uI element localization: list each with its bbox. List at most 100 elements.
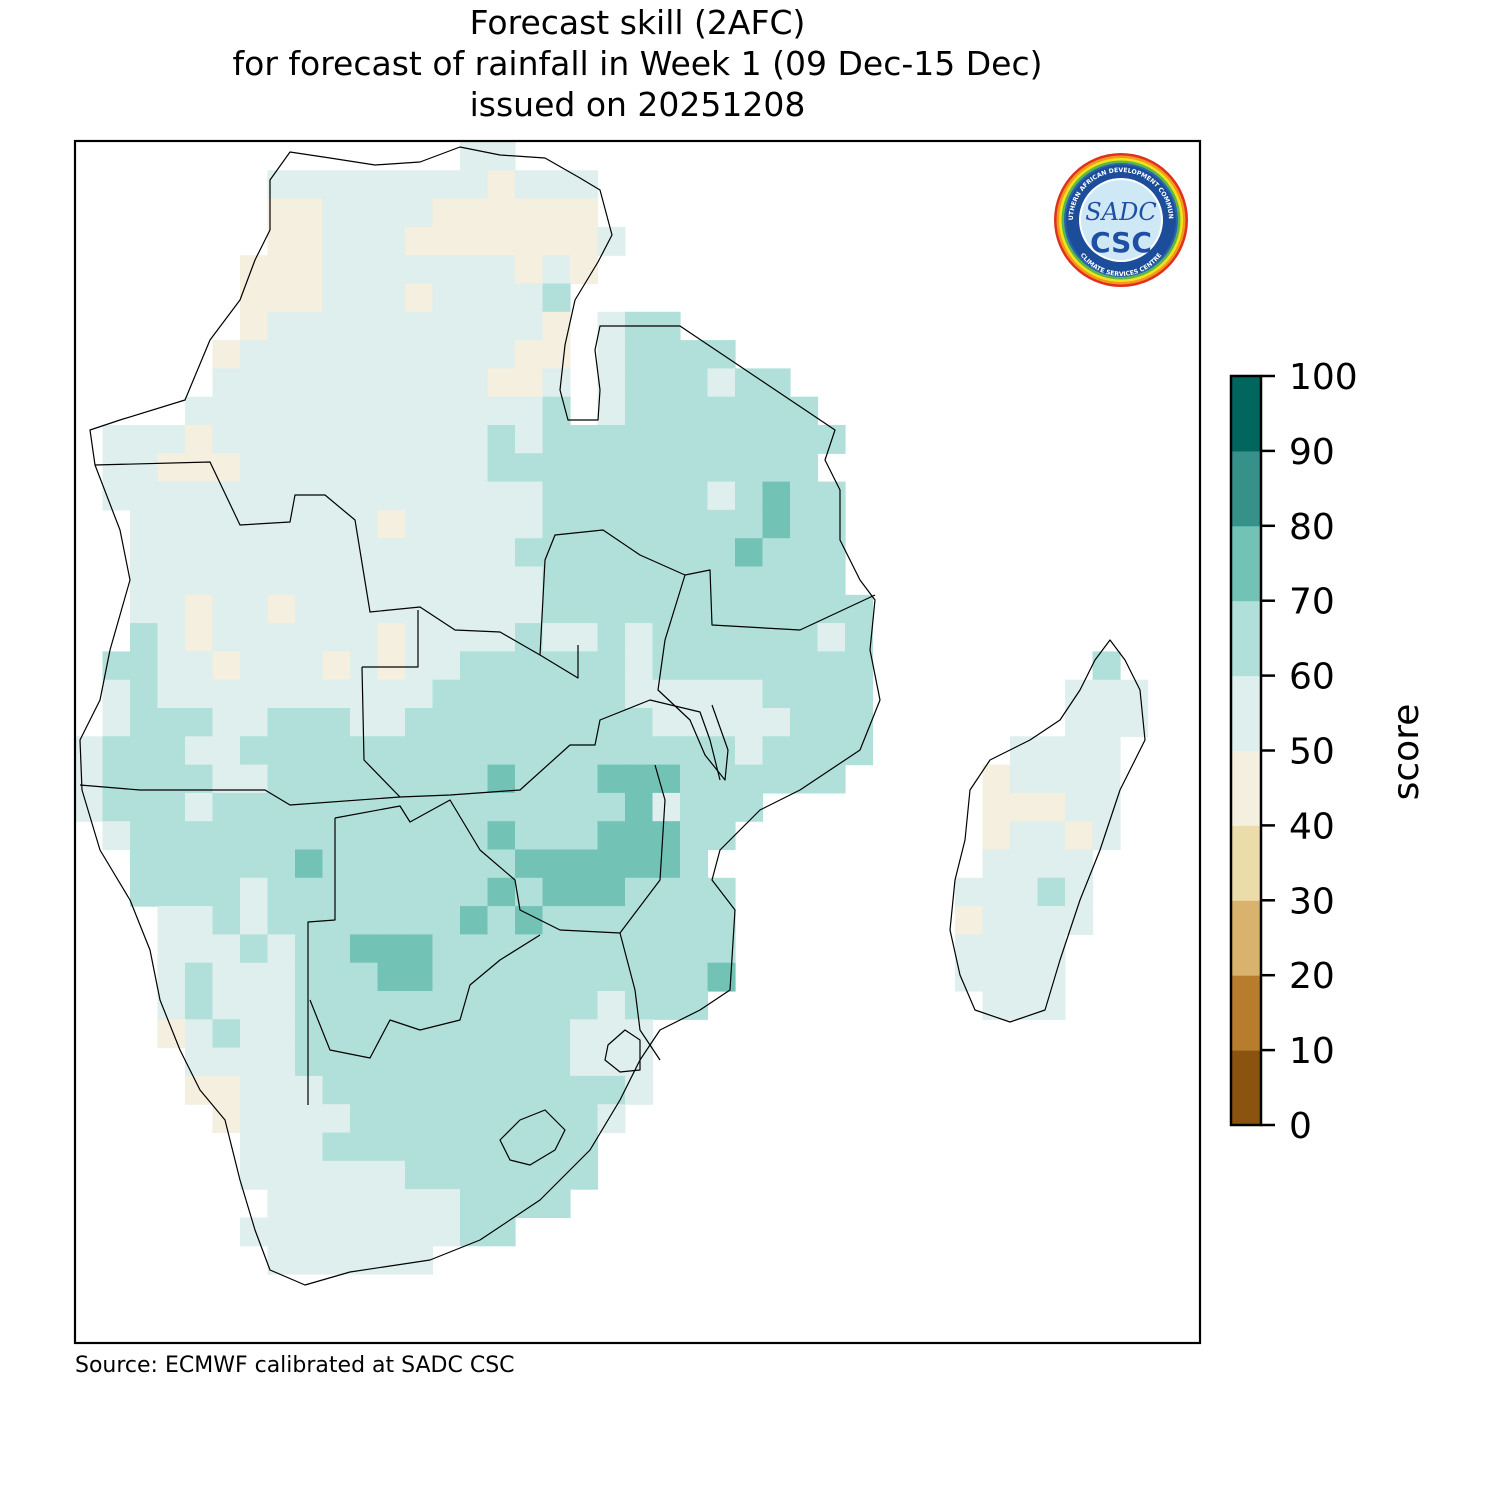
grid-cell — [735, 708, 764, 737]
grid-cell — [652, 651, 681, 681]
grid-cell — [1065, 679, 1094, 709]
grid-cell — [240, 1104, 269, 1134]
grid-cell — [542, 311, 571, 341]
grid-cell — [295, 170, 324, 200]
grid-cell — [157, 736, 186, 766]
grid-cell — [350, 1217, 379, 1247]
grid-cell — [295, 255, 324, 285]
grid-cell — [652, 736, 681, 766]
grid-cell — [570, 198, 599, 228]
grid-cell — [212, 623, 241, 652]
grid-cell — [460, 1075, 489, 1105]
grid-cell — [377, 877, 406, 907]
grid-cell — [460, 1189, 489, 1218]
grid-cell — [625, 396, 654, 426]
grid-cell — [707, 368, 736, 398]
grid-cell — [597, 340, 626, 369]
grid-cell — [267, 962, 296, 992]
grid-cell — [652, 906, 681, 935]
grid-cell — [542, 623, 571, 652]
grid-cell — [707, 679, 736, 709]
grid-cell — [1092, 736, 1121, 766]
grid-cell — [1065, 821, 1094, 851]
grid-cell — [680, 623, 709, 652]
grid-cell — [157, 538, 186, 568]
grid-cell — [267, 651, 296, 681]
grid-cell — [350, 1189, 379, 1218]
grid-cell — [405, 453, 434, 483]
grid-cell — [487, 906, 516, 935]
grid-cell — [322, 1075, 351, 1105]
grid-cell — [267, 877, 296, 907]
grid-cell — [817, 623, 846, 652]
grid-cell — [432, 396, 461, 426]
grid-cell — [350, 1075, 379, 1105]
grid-cell — [515, 877, 544, 907]
grid-cell — [542, 594, 571, 624]
grid-cell — [185, 708, 214, 737]
grid-cell — [322, 368, 351, 398]
grid-cell — [377, 481, 406, 511]
grid-cell — [322, 453, 351, 483]
grid-cell — [267, 792, 296, 822]
grid-cell — [625, 453, 654, 483]
grid-cell — [130, 453, 159, 483]
grid-cell — [322, 198, 351, 228]
grid-cell — [405, 708, 434, 737]
grid-cell — [652, 509, 681, 539]
grid-cell — [322, 1217, 351, 1247]
grid-cell — [460, 1132, 489, 1162]
grid-cell — [212, 1075, 241, 1105]
grid-cell — [570, 1075, 599, 1105]
colorbar-segment — [1231, 975, 1261, 1051]
grid-cell — [762, 764, 791, 794]
grid-cell — [707, 764, 736, 794]
grid-cell — [377, 340, 406, 369]
grid-cell — [240, 425, 269, 454]
grid-cell — [212, 594, 241, 624]
grid-cell — [295, 906, 324, 935]
grid-cell — [377, 1160, 406, 1190]
grid-cell — [295, 679, 324, 709]
grid-cell — [735, 453, 764, 483]
grid-cell — [295, 821, 324, 851]
grid-cell — [570, 962, 599, 992]
grid-cell — [542, 453, 571, 483]
colorbar-segment — [1231, 600, 1261, 677]
grid-cell — [240, 962, 269, 992]
grid-cell — [460, 453, 489, 483]
grid-cell — [460, 255, 489, 285]
grid-cell — [817, 481, 846, 511]
grid-cell — [680, 736, 709, 766]
grid-cell — [487, 170, 516, 200]
grid-cell — [790, 396, 819, 426]
grid-cell — [350, 877, 379, 907]
grid-cell — [762, 453, 791, 483]
grid-cell — [75, 736, 104, 766]
grid-cell — [350, 1132, 379, 1162]
grid-cell — [1065, 708, 1094, 737]
grid-cell — [515, 1104, 544, 1134]
grid-cell — [377, 566, 406, 596]
grid-cell — [295, 1075, 324, 1105]
grid-cell — [240, 340, 269, 369]
grid-cell — [570, 849, 599, 879]
grid-cell — [1065, 736, 1094, 766]
grid-cell — [322, 255, 351, 285]
grid-cell — [240, 311, 269, 341]
grid-cell — [487, 736, 516, 766]
source-note: Source: ECMWF calibrated at SADC CSC — [75, 1353, 515, 1378]
grid-cell — [350, 708, 379, 737]
grid-cell — [377, 425, 406, 454]
grid-cell — [570, 821, 599, 851]
grid-cell — [625, 821, 654, 851]
grid-cell — [597, 368, 626, 398]
grid-cell — [542, 651, 571, 681]
grid-cell — [377, 991, 406, 1020]
grid-cell — [350, 764, 379, 794]
grid-cell — [377, 1132, 406, 1162]
grid-cell — [212, 1047, 241, 1077]
grid-cell — [322, 708, 351, 737]
grid-cell — [1010, 764, 1039, 794]
grid-cell — [130, 877, 159, 907]
